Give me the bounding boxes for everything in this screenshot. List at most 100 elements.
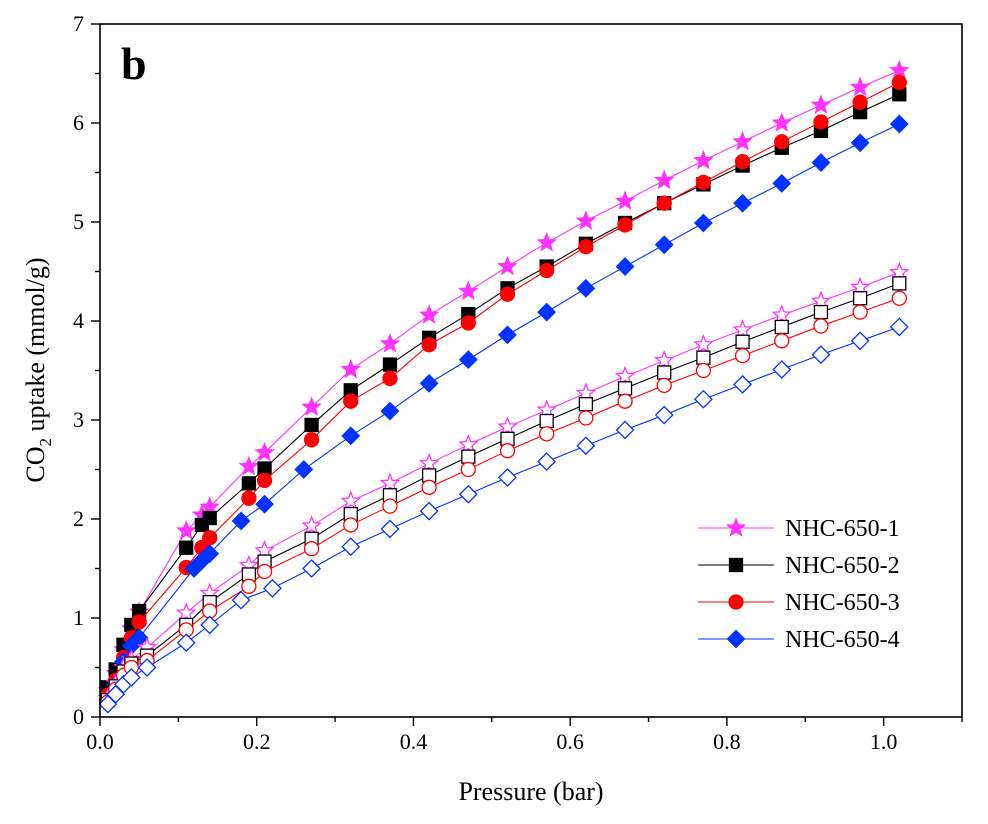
legend-marker [728, 594, 744, 610]
x-tick-label: 0.6 [556, 729, 584, 754]
data-point [615, 257, 635, 276]
data-point [200, 615, 220, 635]
data-point [850, 133, 870, 153]
data-point [341, 537, 361, 557]
y-tick-label: 5 [73, 209, 84, 234]
data-point [241, 490, 257, 506]
data-point [539, 426, 555, 442]
data-point [418, 452, 440, 473]
data-point [175, 602, 197, 622]
desorption-series-diamond [98, 317, 909, 714]
data-point [656, 377, 672, 394]
data-point [421, 337, 437, 353]
data-point [302, 559, 322, 578]
data-point [811, 153, 831, 173]
data-point [614, 365, 636, 386]
data-point [382, 498, 398, 514]
data-point [131, 614, 147, 630]
data-point [379, 472, 401, 493]
data-point [231, 511, 251, 531]
data-point [379, 332, 401, 353]
x-tick-label: 1.0 [870, 729, 898, 754]
y-axis-title-suffix: uptake (mmol/g) [21, 257, 50, 438]
data-point [262, 578, 282, 598]
data-point [774, 319, 789, 335]
x-tick-label: 0.2 [243, 729, 271, 754]
data-point [304, 417, 319, 433]
axis-ticks [91, 23, 963, 726]
data-point [810, 94, 832, 114]
data-point [693, 389, 713, 409]
data-point [889, 114, 909, 134]
series-line [107, 123, 900, 701]
data-point [772, 173, 792, 193]
data-point [179, 540, 194, 555]
y-tick-label: 3 [73, 407, 84, 432]
data-point [202, 510, 217, 526]
y-tick-label: 0 [73, 704, 84, 729]
data-point [734, 153, 751, 170]
data-point [176, 633, 196, 653]
data-point [382, 370, 398, 387]
data-point [654, 405, 674, 425]
data-point [419, 501, 439, 521]
data-point [771, 304, 793, 324]
desorption-series-star [97, 261, 910, 707]
data-point [695, 174, 712, 191]
y-tick-label: 7 [73, 11, 84, 36]
x-tick-label: 0.4 [400, 729, 428, 754]
data-point [693, 149, 714, 170]
data-series-layer [97, 59, 910, 714]
legend-item: NHC-650-3 [698, 590, 900, 616]
legend-marker [726, 629, 746, 649]
data-point [813, 304, 829, 320]
data-point [578, 239, 594, 255]
data-point [460, 315, 476, 331]
data-point [539, 262, 555, 279]
data-point [458, 433, 479, 454]
data-point [578, 397, 594, 412]
data-point [537, 302, 557, 322]
data-point [617, 381, 633, 396]
data-point [256, 563, 273, 580]
y-axis-title-prefix: CO [21, 446, 50, 482]
data-point [578, 410, 594, 426]
data-point [539, 413, 554, 429]
data-point [241, 476, 257, 491]
data-point [891, 74, 907, 91]
data-point [421, 479, 437, 495]
data-point [654, 235, 674, 255]
legend-marker [728, 557, 744, 573]
data-point [343, 393, 359, 409]
y-axis-title: CO2 uptake (mmol/g) [21, 257, 55, 482]
data-point [772, 360, 792, 379]
data-point [615, 420, 635, 440]
data-point [256, 472, 273, 489]
data-point [238, 455, 260, 476]
data-point [460, 461, 476, 478]
y-tick-label: 2 [73, 506, 84, 531]
x-tick-label: 0.0 [86, 729, 114, 754]
legend-label: NHC-650-4 [785, 627, 900, 653]
data-point [852, 94, 868, 110]
data-point [693, 213, 713, 233]
data-point [343, 517, 359, 533]
data-point [696, 350, 711, 365]
legend: NHC-650-1 NHC-650-2 NHC-650-3 NHC-650-4 [698, 516, 900, 653]
data-point [497, 255, 518, 276]
data-point [254, 441, 275, 462]
data-point [419, 373, 439, 393]
y-tick-label: 1 [73, 605, 84, 630]
data-point [614, 190, 636, 210]
data-point [461, 449, 476, 464]
data-point [653, 349, 675, 370]
panel-label: b [121, 38, 147, 89]
data-point [617, 217, 633, 233]
data-point [340, 490, 362, 510]
data-point [892, 276, 907, 291]
y-tick-labels: 0 1 2 3 4 5 6 7 [73, 11, 84, 729]
data-point [458, 484, 478, 504]
data-point [418, 304, 440, 324]
y-axis-title-subscript: 2 [36, 438, 55, 447]
